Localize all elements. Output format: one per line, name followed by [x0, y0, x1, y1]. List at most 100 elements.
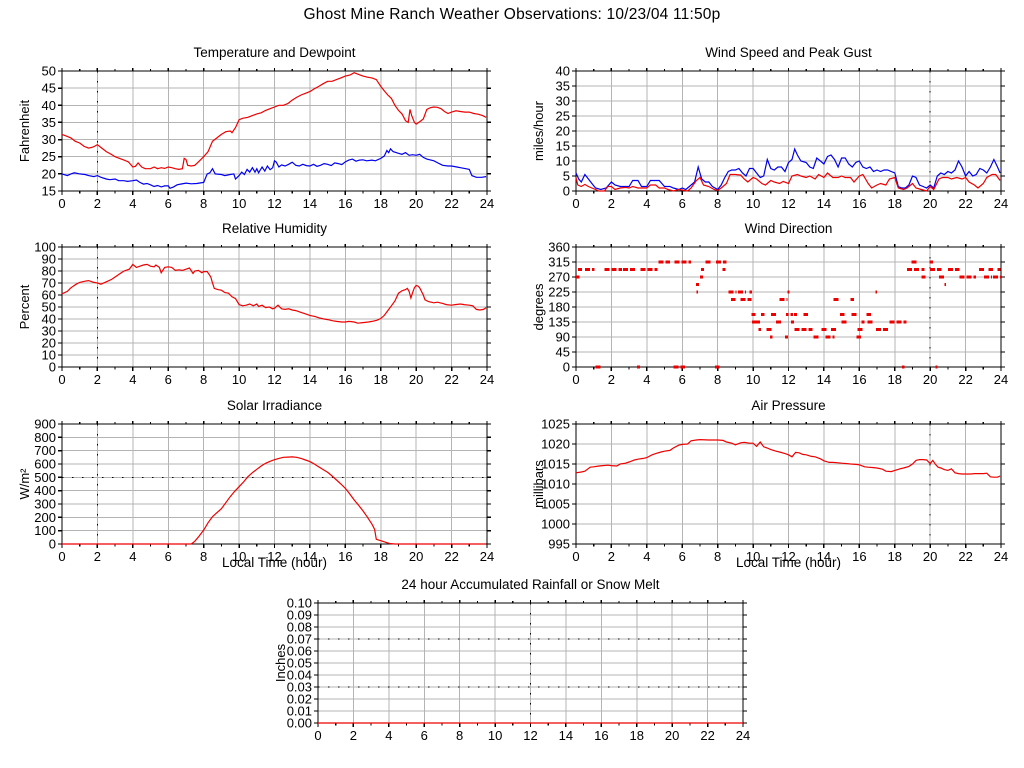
wind-direction-point — [756, 320, 760, 324]
y-tick-label: 25 — [42, 149, 56, 164]
x-tick-label: 20 — [409, 372, 423, 387]
x-tick-label: 10 — [746, 549, 760, 564]
y-tick-label: 0 — [49, 360, 56, 375]
chart-canvas-humidity: 0 2 4 6 8 10 12 14 16 18 20 22 240102030405060708090… — [34, 240, 494, 388]
x-tick-label: 18 — [888, 196, 902, 211]
x-tick-label: 2 — [350, 728, 357, 743]
x-tick-label: 0 — [58, 549, 65, 564]
y-tick-label: 225 — [548, 285, 570, 300]
y-tick-label: 0.07 — [287, 632, 312, 647]
x-tick-label: 4 — [643, 549, 650, 564]
y-tick-label: 1020 — [541, 437, 570, 452]
y-tick-label: 100 — [34, 240, 56, 255]
y-tick-label: 30 — [42, 324, 56, 339]
y-tick-label: 135 — [548, 315, 570, 330]
x-tick-label: 16 — [594, 728, 608, 743]
x-tick-label: 8 — [714, 372, 721, 387]
y-tick-label: 50 — [42, 64, 56, 79]
wind-direction-point — [794, 313, 798, 316]
y-tick-label: 400 — [34, 483, 56, 498]
chart-canvas-pressure: 0 2 4 6 8 10 12 14 16 18 20 22 249951000100510101015… — [541, 417, 1008, 565]
y-tick-label: 25 — [556, 109, 570, 124]
y-tick-label: 20 — [556, 124, 570, 139]
y-tick-label: 15 — [42, 184, 56, 199]
x-tick-label: 24 — [480, 549, 494, 564]
y-tick-label: 270 — [548, 270, 570, 285]
series-air-pressure — [575, 438, 1001, 478]
x-tick-label: 4 — [643, 196, 650, 211]
x-tick-label: 10 — [232, 549, 246, 564]
y-tick-label: 15 — [556, 139, 570, 154]
x-tick-label: 12 — [267, 196, 281, 211]
x-tick-label: 20 — [409, 196, 423, 211]
y-tick-label: 50 — [42, 300, 56, 315]
wind-direction-point — [921, 268, 925, 271]
x-tick-label: 8 — [200, 549, 207, 564]
x-tick-label: 16 — [852, 196, 866, 211]
series-dewpoint — [61, 147, 487, 190]
y-tick-label: 0.09 — [287, 608, 312, 623]
page-title: Ghost Mine Ranch Weather Observations: 1… — [303, 6, 721, 23]
y-tick-label: 45 — [556, 345, 570, 360]
x-tick-label: 20 — [923, 196, 937, 211]
y-tick-label: 0.05 — [287, 656, 312, 671]
y-tick-label: 0.06 — [287, 644, 312, 659]
x-tick-label: 8 — [456, 728, 463, 743]
x-tick-label: 22 — [958, 372, 972, 387]
x-tick-label: 0 — [314, 728, 321, 743]
x-tick-label: 24 — [480, 372, 494, 387]
y-tick-label: 180 — [548, 300, 570, 315]
x-tick-label: 12 — [781, 549, 795, 564]
x-tick-label: 12 — [781, 196, 795, 211]
chart-canvas-solar: 0 2 4 6 8 10 12 14 16 18 20 22 240100200300400500600… — [34, 417, 494, 565]
x-tick-label: 0 — [572, 196, 579, 211]
y-tick-label: 70 — [42, 276, 56, 291]
x-tick-label: 24 — [480, 196, 494, 211]
chart-title-rainfall: 24 hour Accumulated Rainfall or Snow Mel… — [401, 577, 660, 592]
y-tick-label: 45 — [42, 81, 56, 96]
x-tick-label: 20 — [409, 549, 423, 564]
x-tick-label: 14 — [559, 728, 573, 743]
wind-direction-point — [997, 268, 1001, 271]
y-tick-label: 500 — [34, 470, 56, 485]
x-tick-label: 12 — [781, 372, 795, 387]
x-tick-label: 2 — [94, 549, 101, 564]
y-tick-label: 0.01 — [287, 704, 312, 719]
x-tick-label: 16 — [852, 549, 866, 564]
x-tick-label: 14 — [303, 196, 317, 211]
x-tick-label: 10 — [232, 372, 246, 387]
x-tick-label: 6 — [679, 549, 686, 564]
wind-direction-point — [701, 268, 705, 271]
y-tick-label: 1015 — [541, 457, 570, 472]
y-tick-label: 100 — [34, 523, 56, 538]
x-tick-label: 6 — [165, 549, 172, 564]
chart-title-wind-speed: Wind Speed and Peak Gust — [705, 45, 872, 60]
y-tick-label: 1010 — [541, 477, 570, 492]
x-tick-label: 6 — [679, 196, 686, 211]
x-tick-label: 18 — [374, 549, 388, 564]
x-tick-label: 2 — [608, 372, 615, 387]
x-tick-label: 0 — [58, 196, 65, 211]
x-tick-label: 10 — [488, 728, 502, 743]
x-tick-label: 20 — [923, 372, 937, 387]
x-tick-label: 10 — [232, 196, 246, 211]
x-tick-label: 6 — [165, 372, 172, 387]
chart-title-wind-direction: Wind Direction — [744, 221, 833, 236]
wind-direction-point — [861, 320, 865, 324]
x-tick-label: 18 — [374, 372, 388, 387]
x-tick-label: 22 — [444, 549, 458, 564]
x-tick-label: 10 — [746, 372, 760, 387]
y-tick-label: 300 — [34, 497, 56, 512]
x-tick-label: 20 — [665, 728, 679, 743]
x-tick-label: 16 — [338, 549, 352, 564]
x-tick-label: 4 — [129, 196, 136, 211]
y-tick-label: 35 — [42, 115, 56, 130]
y-tick-label: 1025 — [541, 417, 570, 432]
chart-canvas-rainfall: 0 2 4 6 8 10 12 14 16 18 20 22 240.000.010.020.030.0… — [287, 596, 751, 744]
x-tick-label: 24 — [994, 196, 1008, 211]
x-tick-label: 6 — [679, 372, 686, 387]
x-tick-label: 2 — [608, 196, 615, 211]
x-tick-label: 8 — [714, 549, 721, 564]
chart-title-temperature: Temperature and Dewpoint — [193, 45, 356, 60]
